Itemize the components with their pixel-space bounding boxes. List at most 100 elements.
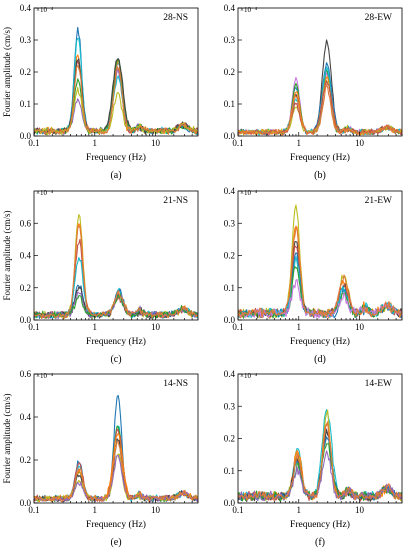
y-tick-label: 0.1 xyxy=(224,99,235,109)
x-tick-label: 0.1 xyxy=(232,505,243,515)
series-line xyxy=(238,240,402,319)
x-tick-label: 1 xyxy=(93,505,98,515)
axes-frame xyxy=(33,373,199,504)
x-tick-label: 10 xyxy=(151,138,161,148)
y-tick-label: 0.1 xyxy=(224,466,235,476)
series-line xyxy=(34,225,198,319)
panel-title: 14-EW xyxy=(365,379,392,389)
y-tick-label: 0.4 xyxy=(224,369,236,379)
y-tick-label: 0.0 xyxy=(20,498,32,508)
x-axis-label: Frequency (Hz) xyxy=(290,336,350,347)
y-tick-label: 0.2 xyxy=(20,283,31,293)
series-line xyxy=(238,227,402,319)
panel-title: 28-EW xyxy=(365,13,392,23)
series-line xyxy=(34,68,198,135)
y-tick-label: 0.1 xyxy=(224,283,235,293)
y-tick-label: 0.2 xyxy=(224,251,235,261)
y-tick-label: 0.0 xyxy=(224,498,236,508)
panel-b: 0.1 1 100.00.10.20.30.4 ×10⁻⁴28-EWFrequency… xyxy=(224,3,403,181)
x-axis-label: Frequency (Hz) xyxy=(290,152,350,163)
series-line xyxy=(238,409,402,502)
x-tick-label: 1 xyxy=(297,505,302,515)
y-tick-label: 0.3 xyxy=(20,35,32,45)
x-axis-label: Frequency (Hz) xyxy=(290,519,350,530)
x-tick-label: 1 xyxy=(297,322,302,332)
series-line xyxy=(34,239,198,319)
series-line xyxy=(34,214,198,320)
y-tick-label: 0.6 xyxy=(20,369,32,379)
x-tick-label: 1 xyxy=(93,138,98,148)
panel-label: (f) xyxy=(315,537,325,548)
series-line xyxy=(34,58,198,136)
x-tick-label: 0.1 xyxy=(28,322,39,332)
series-line xyxy=(34,223,198,320)
y-tick-label: 0.0 xyxy=(224,131,236,141)
y-tick-label: 0.6 xyxy=(20,218,32,228)
series-line xyxy=(34,65,198,135)
y-axis-label: Fourier amplitude (cm/s) xyxy=(2,394,12,484)
panel-d: 0.1 1 100.00.10.20.30.4 ×10⁻⁴21-EWFrequency… xyxy=(224,186,403,365)
x-axis-label: Frequency (Hz) xyxy=(86,519,146,530)
panel-label: (d) xyxy=(314,354,326,365)
x-tick-label: 10 xyxy=(355,322,365,332)
series-group xyxy=(34,214,198,320)
series-group xyxy=(34,394,198,503)
y-multiplier: ×10⁻⁴ xyxy=(240,189,258,197)
y-tick-label: 0.1 xyxy=(20,99,31,109)
x-tick-label: 0.1 xyxy=(28,505,39,515)
y-tick-label: 0.3 xyxy=(224,401,236,411)
panel-f: 0.1 1 100.00.10.20.30.4 ×10⁻⁴14-EWFrequency… xyxy=(224,369,403,548)
y-multiplier: ×10⁻⁴ xyxy=(240,372,258,380)
y-tick-label: 0.2 xyxy=(224,67,235,77)
panel-a: 0.1 1 100.00.10.20.30.4 ×10⁻⁴28-NSFrequency… xyxy=(2,3,199,181)
y-tick-label: 0.4 xyxy=(20,251,32,261)
x-tick-label: 0.1 xyxy=(232,138,243,148)
x-axis-label: Frequency (Hz) xyxy=(86,336,146,347)
series-line xyxy=(238,421,402,502)
series-line xyxy=(34,37,198,136)
x-tick-label: 0.1 xyxy=(28,138,39,148)
y-multiplier: ×10⁻⁴ xyxy=(36,189,54,197)
series-line xyxy=(238,204,402,319)
x-tick-label: 1 xyxy=(297,138,302,148)
series-line xyxy=(238,409,402,501)
y-axis-label: Fourier amplitude (cm/s) xyxy=(2,211,12,301)
y-tick-label: 0.0 xyxy=(20,131,32,141)
series-line xyxy=(34,87,198,136)
y-multiplier: ×10⁻⁴ xyxy=(240,6,258,14)
series-line xyxy=(34,440,198,503)
panel-label: (c) xyxy=(110,354,121,365)
series-line xyxy=(34,257,198,320)
y-tick-label: 0.2 xyxy=(224,434,235,444)
series-group xyxy=(238,39,402,136)
y-tick-label: 0.4 xyxy=(20,412,32,422)
panel-title: 21-EW xyxy=(365,196,392,206)
series-line xyxy=(238,84,402,136)
x-tick-label: 10 xyxy=(151,505,161,515)
series-line xyxy=(238,245,402,319)
panel-c: 0.1 1 10 0.0 0.2 0.4 0.6 ×10⁻⁴ 21-NS Frequency (H… xyxy=(2,189,199,365)
series-group xyxy=(238,204,402,319)
x-axis-label: Frequency (Hz) xyxy=(86,152,146,163)
x-tick-label: 10 xyxy=(151,322,161,332)
y-axis-label: Fourier amplitude (cm/s) xyxy=(2,27,12,117)
panel-title: 28-NS xyxy=(163,13,188,23)
panel-label: (b) xyxy=(314,170,326,181)
series-group xyxy=(238,409,402,503)
series-line xyxy=(238,225,402,319)
y-tick-label: 0.0 xyxy=(20,315,32,325)
panel-title: 21-NS xyxy=(163,196,188,206)
panel-e: 0.1 1 10 0.0 0.2 0.4 0.6 ×10⁻⁴ 14-NS Frequency (H… xyxy=(2,369,199,548)
panel-label: (a) xyxy=(110,170,121,181)
series-group xyxy=(34,26,198,136)
x-tick-label: 1 xyxy=(93,322,98,332)
y-tick-label: 0.3 xyxy=(224,35,236,45)
y-tick-label: 0.4 xyxy=(224,3,236,13)
y-tick-label: 0.0 xyxy=(224,315,236,325)
axes-frame xyxy=(237,190,403,321)
panel-label: (e) xyxy=(110,537,121,548)
y-multiplier: ×10⁻⁴ xyxy=(36,372,54,380)
y-tick-label: 0.4 xyxy=(20,3,32,13)
y-tick-label: 0.2 xyxy=(20,67,31,77)
